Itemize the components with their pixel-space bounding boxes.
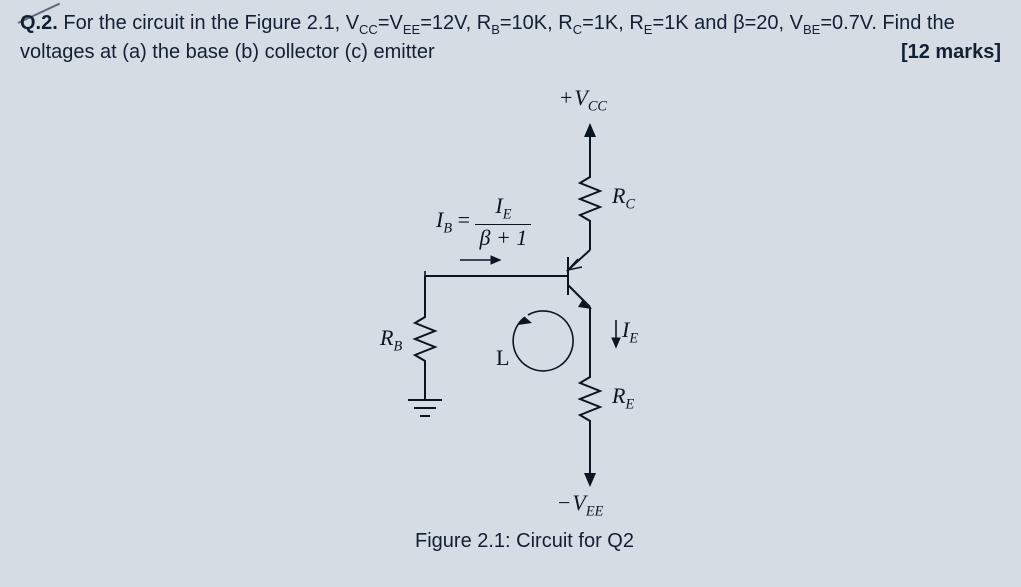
- label-rb-sym: R: [380, 325, 393, 350]
- label-vee: −VEE: [558, 490, 603, 520]
- label-rc: RC: [612, 183, 635, 213]
- label-loop: L: [496, 345, 509, 371]
- label-rb-sub: B: [393, 338, 402, 354]
- label-ib-eq: I B = IE β + 1: [436, 195, 531, 249]
- q-eq5: =1K and β=20, V: [652, 12, 803, 34]
- label-rc-sym: R: [612, 183, 625, 208]
- label-re-sub: E: [625, 396, 634, 412]
- label-ib-num: I: [495, 193, 502, 218]
- q-sub-vbe: BE: [803, 22, 820, 37]
- label-ie-sub: E: [629, 330, 638, 346]
- label-vcc-sym: V: [574, 85, 587, 110]
- q-sub-rb: B: [491, 22, 500, 37]
- q-eq2: =12V, R: [420, 12, 491, 34]
- label-rb: RB: [380, 325, 402, 355]
- q-sub-rc: C: [573, 22, 582, 37]
- q-sub-vcc: CC: [359, 22, 378, 37]
- label-vcc-sub: CC: [588, 98, 607, 114]
- label-ib-frac: IE β + 1: [475, 195, 531, 249]
- label-ie: IE: [622, 317, 638, 347]
- label-vee-sign: −: [558, 490, 570, 515]
- question-text: Q.2. For the circuit in the Figure 2.1, …: [20, 10, 1001, 66]
- figure-caption: Figure 2.1: Circuit for Q2: [415, 530, 634, 553]
- question-number: Q.2.: [20, 12, 58, 34]
- circuit-figure: +VCC RC IB = IE β + 1 RB L IE RE −VEE Fi…: [320, 85, 720, 565]
- label-vee-sub: EE: [586, 503, 603, 519]
- q-eq6: =0.7V. Find the: [820, 12, 954, 34]
- label-re: RE: [612, 383, 634, 413]
- q-body-1: For the circuit in the Figure 2.1, V: [63, 12, 359, 34]
- q-eq4: =1K, R: [582, 12, 644, 34]
- q-eq1: =V: [378, 12, 403, 34]
- marks-label: [12 marks]: [901, 39, 1001, 66]
- q-sub-vee: EE: [403, 22, 420, 37]
- label-re-sym: R: [612, 383, 625, 408]
- label-ib-den: β + 1: [475, 224, 531, 249]
- label-rc-sub: C: [625, 196, 635, 212]
- label-ib-eqsign: =: [452, 207, 475, 232]
- label-ib-num-sub: E: [503, 206, 512, 222]
- label-ib-lhs-sub: B: [443, 220, 452, 236]
- q-eq3: =10K, R: [500, 12, 573, 34]
- label-vcc: +VCC: [560, 85, 607, 115]
- label-vcc-sign: +: [560, 85, 572, 110]
- q-body-2: voltages at (a) the base (b) collector (…: [20, 41, 435, 63]
- label-vee-sym: V: [572, 490, 585, 515]
